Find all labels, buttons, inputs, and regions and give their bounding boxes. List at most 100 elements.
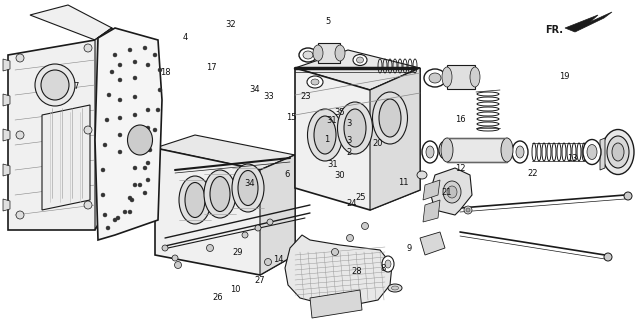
Text: 33: 33 <box>264 92 274 101</box>
Ellipse shape <box>106 226 110 230</box>
Ellipse shape <box>422 141 438 163</box>
Ellipse shape <box>84 44 92 52</box>
Ellipse shape <box>143 46 147 50</box>
Ellipse shape <box>107 93 111 97</box>
Ellipse shape <box>113 53 117 57</box>
Ellipse shape <box>426 146 434 158</box>
Ellipse shape <box>162 245 168 251</box>
Ellipse shape <box>207 244 214 252</box>
Ellipse shape <box>255 225 261 231</box>
Ellipse shape <box>103 143 107 147</box>
Text: 3: 3 <box>346 119 351 128</box>
Text: 18: 18 <box>160 68 170 77</box>
Polygon shape <box>155 135 295 170</box>
Ellipse shape <box>424 69 446 87</box>
Text: 24: 24 <box>347 199 357 208</box>
Polygon shape <box>370 68 420 210</box>
Ellipse shape <box>118 150 122 154</box>
Text: 25: 25 <box>356 193 366 202</box>
Text: 9: 9 <box>407 244 412 252</box>
Ellipse shape <box>158 68 162 72</box>
Ellipse shape <box>84 126 92 134</box>
Ellipse shape <box>612 143 624 161</box>
Ellipse shape <box>118 133 122 137</box>
Ellipse shape <box>337 102 372 154</box>
Ellipse shape <box>143 191 147 195</box>
Bar <box>447 138 507 162</box>
Ellipse shape <box>313 45 323 61</box>
Ellipse shape <box>16 54 24 62</box>
Text: 31: 31 <box>328 160 338 169</box>
Text: 16: 16 <box>456 115 466 124</box>
Ellipse shape <box>332 249 339 255</box>
Ellipse shape <box>146 126 150 130</box>
Polygon shape <box>423 200 440 222</box>
Ellipse shape <box>264 259 271 266</box>
Text: 28: 28 <box>352 267 362 276</box>
Ellipse shape <box>146 178 150 182</box>
Ellipse shape <box>624 192 632 200</box>
Polygon shape <box>3 164 10 176</box>
Polygon shape <box>95 28 162 240</box>
Text: 4: 4 <box>183 33 188 42</box>
Text: 34: 34 <box>244 179 255 188</box>
Ellipse shape <box>123 210 127 214</box>
Ellipse shape <box>133 95 137 99</box>
Ellipse shape <box>130 198 134 202</box>
Ellipse shape <box>607 136 629 168</box>
Ellipse shape <box>110 70 114 74</box>
Ellipse shape <box>146 63 150 67</box>
Text: 17: 17 <box>206 63 216 72</box>
Ellipse shape <box>204 170 236 218</box>
Ellipse shape <box>41 70 69 100</box>
Text: 32: 32 <box>225 20 236 29</box>
Ellipse shape <box>307 109 342 161</box>
Text: 22: 22 <box>527 169 538 178</box>
Polygon shape <box>423 180 440 200</box>
Ellipse shape <box>118 98 122 102</box>
Ellipse shape <box>118 78 122 82</box>
Text: 34: 34 <box>250 85 260 94</box>
Ellipse shape <box>148 148 152 152</box>
Ellipse shape <box>587 145 597 159</box>
Text: 20: 20 <box>372 139 383 148</box>
Ellipse shape <box>133 166 137 170</box>
Ellipse shape <box>602 130 634 174</box>
Ellipse shape <box>392 286 399 290</box>
Ellipse shape <box>583 140 601 164</box>
Ellipse shape <box>353 54 367 66</box>
Ellipse shape <box>118 116 122 120</box>
Text: 12: 12 <box>456 164 466 172</box>
Polygon shape <box>95 28 112 230</box>
Ellipse shape <box>356 57 364 63</box>
Text: 8: 8 <box>380 264 385 273</box>
Polygon shape <box>295 68 420 210</box>
Ellipse shape <box>84 201 92 209</box>
Ellipse shape <box>417 171 427 179</box>
Ellipse shape <box>210 177 230 212</box>
Polygon shape <box>565 12 612 32</box>
Text: 6: 6 <box>284 170 289 179</box>
Text: 3: 3 <box>346 136 351 145</box>
Ellipse shape <box>335 45 345 61</box>
Ellipse shape <box>175 261 182 268</box>
Ellipse shape <box>179 176 211 224</box>
Ellipse shape <box>470 67 480 87</box>
Ellipse shape <box>388 284 402 292</box>
Ellipse shape <box>128 48 132 52</box>
Ellipse shape <box>146 161 150 165</box>
Text: 21: 21 <box>442 188 452 196</box>
Ellipse shape <box>238 171 258 205</box>
Ellipse shape <box>429 73 441 83</box>
Ellipse shape <box>118 63 122 67</box>
Ellipse shape <box>447 186 457 198</box>
Polygon shape <box>420 232 445 255</box>
Polygon shape <box>285 235 392 308</box>
Ellipse shape <box>346 235 353 242</box>
Ellipse shape <box>441 138 453 162</box>
Text: 10: 10 <box>230 285 241 294</box>
Ellipse shape <box>379 99 401 137</box>
Ellipse shape <box>113 218 117 222</box>
Ellipse shape <box>314 116 336 154</box>
Polygon shape <box>260 155 295 275</box>
